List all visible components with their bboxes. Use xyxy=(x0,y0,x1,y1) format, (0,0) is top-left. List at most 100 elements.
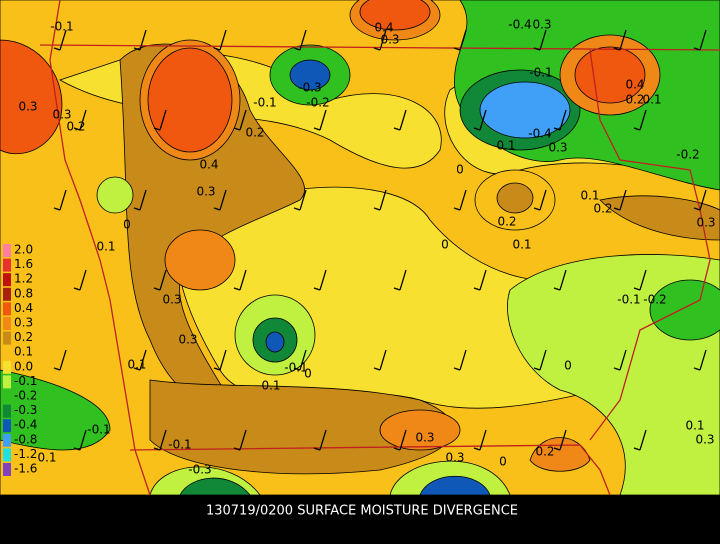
legend-label: 0.1 xyxy=(14,345,33,359)
wind-barb xyxy=(613,29,627,51)
contour-region xyxy=(649,279,720,341)
contour-label: 0 xyxy=(123,218,131,232)
wind-barb xyxy=(473,269,487,291)
wind-barb xyxy=(533,349,547,371)
contour-labels: -0.1 0.4 0.3 -0.4 0.3 0.3 0.3 0.2 -0.3 -0.1 -0.2 0.… xyxy=(18,18,715,477)
contour-label: 0.4 xyxy=(199,158,218,172)
contour-label: 0.1 xyxy=(512,238,531,252)
contour-label: -0.1 xyxy=(253,96,276,110)
wind-barb xyxy=(633,269,647,291)
legend-label: 0.2 xyxy=(14,330,33,344)
contour-label: 0 xyxy=(499,455,507,469)
wind-barb xyxy=(213,29,227,51)
wind-barb xyxy=(73,269,87,291)
legend-swatch xyxy=(3,346,11,360)
wind-barb xyxy=(453,189,467,211)
legend-swatch xyxy=(3,433,11,447)
contour-label: 0.2 xyxy=(625,93,644,107)
contour-label: 0.3 xyxy=(18,100,37,114)
contour-label: -0.3 xyxy=(298,81,321,95)
contour-label: 0.1 xyxy=(261,379,280,393)
contour-label: -0.2 xyxy=(306,96,329,110)
legend-label: 0.4 xyxy=(14,301,33,315)
legend-label: 0.3 xyxy=(14,316,33,330)
wind-barb xyxy=(473,109,487,131)
wind-barb xyxy=(233,269,247,291)
contour-label: 0.3 xyxy=(696,216,715,230)
contour-label: 0.4 xyxy=(374,21,393,35)
contour-label: -0.1 xyxy=(50,20,73,34)
contour-label: 0.2 xyxy=(593,202,612,216)
wind-barb xyxy=(453,29,467,51)
legend-swatch xyxy=(3,258,11,272)
legend-swatch xyxy=(3,360,11,374)
caption: 130719/0200 SURFACE MOISTURE DIVERGENCE xyxy=(206,504,518,519)
wind-barb xyxy=(393,429,407,451)
wind-barb xyxy=(473,429,487,451)
legend-swatch xyxy=(3,302,11,316)
contour-label: 0.3 xyxy=(695,433,714,447)
contour-region xyxy=(289,59,331,91)
wind-barb xyxy=(53,29,67,51)
contour-label: 0.1 xyxy=(496,139,515,153)
wind-barb xyxy=(153,109,167,131)
contour-label: 0.2 xyxy=(497,215,516,229)
legend: 2.01.61.20.80.40.30.20.10.0-0.1-0.2-0.3-… xyxy=(3,243,37,476)
state-borders xyxy=(39,0,720,496)
wind-barb xyxy=(553,109,567,131)
contour-label: -0.4 xyxy=(528,127,551,141)
wind-barb xyxy=(373,29,387,51)
wind-barb xyxy=(213,349,227,371)
legend-swatch xyxy=(3,404,11,418)
contour-region xyxy=(0,39,63,154)
wind-barb xyxy=(373,189,387,211)
contour-label: 0.1 xyxy=(685,419,704,433)
wind-barb xyxy=(553,269,567,291)
contour-label: 0 xyxy=(441,238,449,252)
border-line xyxy=(129,444,611,496)
wind-barb xyxy=(153,429,167,451)
wind-barb xyxy=(533,29,547,51)
wind-barb xyxy=(453,349,467,371)
contour-label: 0.1 xyxy=(96,240,115,254)
contour-label: 0.4 xyxy=(625,78,644,92)
wind-barb xyxy=(313,429,327,451)
legend-swatch xyxy=(3,287,11,301)
legend-label: -0.3 xyxy=(14,403,37,417)
contour-label: 0.3 xyxy=(532,18,551,32)
wind-barb xyxy=(153,269,167,291)
contour-label: 0.1 xyxy=(580,189,599,203)
legend-label: -0.8 xyxy=(14,432,37,446)
legend-swatch xyxy=(3,331,11,345)
wind-barb xyxy=(293,349,307,371)
contour-label: 0.3 xyxy=(178,333,197,347)
contour-label: 0.1 xyxy=(642,93,661,107)
contour-label: 0.1 xyxy=(37,451,56,465)
legend-label: -0.4 xyxy=(14,418,37,432)
contour-label: -0.1 xyxy=(617,293,640,307)
wind-barb xyxy=(293,29,307,51)
contour-region xyxy=(529,437,591,472)
legend-label: 1.6 xyxy=(14,257,33,271)
legend-label: 1.2 xyxy=(14,272,33,286)
legend-label: -0.2 xyxy=(14,389,37,403)
wind-barb xyxy=(73,109,87,131)
contour-label: -0.1 xyxy=(168,438,191,452)
contour-region xyxy=(0,369,111,451)
wind-barb xyxy=(313,269,327,291)
wind-barb xyxy=(533,189,547,211)
contour-region xyxy=(479,81,571,139)
legend-swatch xyxy=(3,273,11,287)
contour-region xyxy=(419,476,491,496)
legend-swatch xyxy=(3,317,11,330)
wind-barb xyxy=(553,429,567,451)
contour-label: 0.3 xyxy=(162,293,181,307)
border-line xyxy=(49,0,151,496)
wind-barb xyxy=(693,29,707,51)
wind-barb xyxy=(313,109,327,131)
wind-barb xyxy=(393,269,407,291)
legend-label: -0.1 xyxy=(14,374,37,388)
contour-region xyxy=(147,47,233,153)
legend-label: 0.8 xyxy=(14,286,33,300)
